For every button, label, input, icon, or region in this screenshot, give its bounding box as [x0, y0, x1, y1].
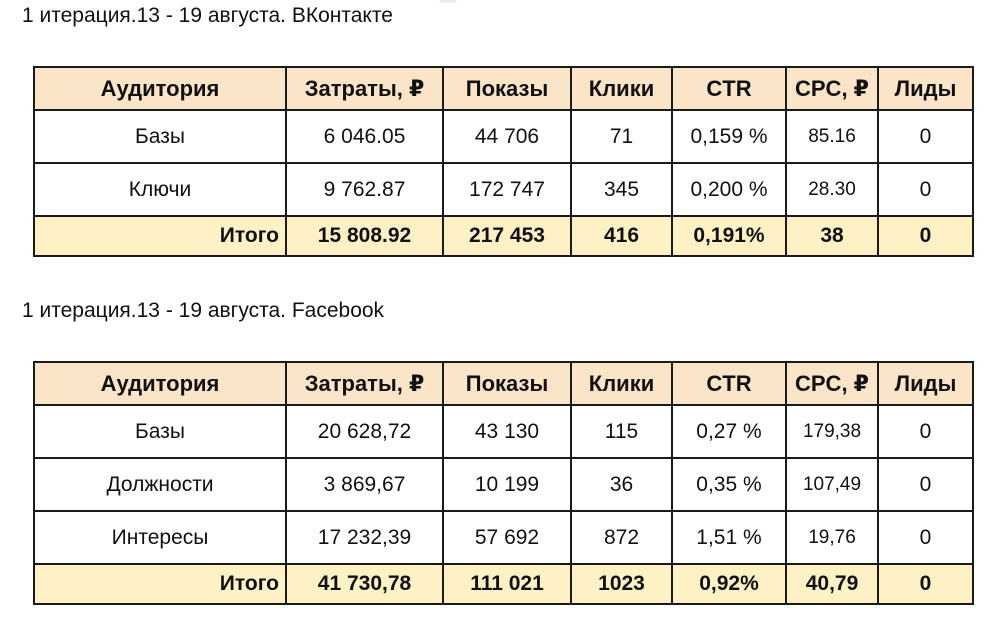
- header-audience: Аудитория: [33, 66, 287, 111]
- header-ctr: CTR: [671, 66, 787, 111]
- cell-clicks: 872: [570, 510, 673, 565]
- cell-audience: Базы: [33, 404, 287, 459]
- cell-cpc: 19,76: [785, 510, 879, 565]
- header-clicks: Клики: [570, 361, 673, 406]
- cell-cpc: 28.30: [785, 162, 879, 217]
- cell-impressions: 43 130: [442, 404, 572, 459]
- cell-leads: 0: [877, 404, 974, 459]
- total-row: Итого 41 730,78 111 021 1023 0,92% 40,79…: [33, 563, 974, 605]
- cell-leads: 0: [877, 109, 974, 164]
- total-clicks: 1023: [570, 563, 673, 605]
- header-impressions: Показы: [442, 66, 572, 111]
- fb-section-title: 1 итерация.13 - 19 августа. Facebook: [22, 299, 385, 322]
- cell-audience: Ключи: [33, 162, 287, 217]
- cell-ctr: 1,51 %: [671, 510, 787, 565]
- total-spend: 15 808.92: [285, 215, 444, 257]
- total-row: Итого 15 808.92 217 453 416 0,191% 38 0: [33, 215, 974, 257]
- vk-section-title: 1 итерация.13 - 19 августа. ВКонтакте: [22, 4, 393, 27]
- vk-report-table: Аудитория Затраты, ₽ Показы Клики CTR CP…: [33, 66, 974, 257]
- table-row: Базы 6 046.05 44 706 71 0,159 % 85.16 0: [33, 109, 974, 164]
- header-spend: Затраты, ₽: [285, 66, 444, 111]
- cell-audience: Интересы: [33, 510, 287, 565]
- cell-spend: 17 232,39: [285, 510, 444, 565]
- cell-cpc: 179,38: [785, 404, 879, 459]
- cell-spend: 20 628,72: [285, 404, 444, 459]
- header-audience: Аудитория: [33, 361, 287, 406]
- header-leads: Лиды: [877, 66, 974, 111]
- total-impressions: 217 453: [442, 215, 572, 257]
- cell-spend: 9 762.87: [285, 162, 444, 217]
- header-impressions: Показы: [442, 361, 572, 406]
- total-cpc: 38: [785, 215, 879, 257]
- cell-audience: Базы: [33, 109, 287, 164]
- header-leads: Лиды: [877, 361, 974, 406]
- cell-cpc: 107,49: [785, 457, 879, 512]
- header-ctr: CTR: [671, 361, 787, 406]
- cell-clicks: 36: [570, 457, 673, 512]
- total-cpc: 40,79: [785, 563, 879, 605]
- cell-clicks: 115: [570, 404, 673, 459]
- cell-clicks: 71: [570, 109, 673, 164]
- total-leads: 0: [877, 563, 974, 605]
- fb-report-table: Аудитория Затраты, ₽ Показы Клики CTR CP…: [33, 361, 974, 605]
- cell-impressions: 57 692: [442, 510, 572, 565]
- table-row: Базы 20 628,72 43 130 115 0,27 % 179,38 …: [33, 404, 974, 459]
- cell-spend: 3 869,67: [285, 457, 444, 512]
- header-cpc: CPC, ₽: [785, 66, 879, 111]
- cell-ctr: 0,200 %: [671, 162, 787, 217]
- cell-impressions: 44 706: [442, 109, 572, 164]
- total-leads: 0: [877, 215, 974, 257]
- table-header-row: Аудитория Затраты, ₽ Показы Клики CTR CP…: [33, 361, 974, 406]
- cell-audience: Должности: [33, 457, 287, 512]
- total-label: Итого: [33, 563, 287, 605]
- cell-leads: 0: [877, 457, 974, 512]
- total-clicks: 416: [570, 215, 673, 257]
- cell-spend: 6 046.05: [285, 109, 444, 164]
- header-spend: Затраты, ₽: [285, 361, 444, 406]
- total-ctr: 0,92%: [671, 563, 787, 605]
- table-row: Ключи 9 762.87 172 747 345 0,200 % 28.30…: [33, 162, 974, 217]
- table-row: Должности 3 869,67 10 199 36 0,35 % 107,…: [33, 457, 974, 512]
- header-clicks: Клики: [570, 66, 673, 111]
- cell-clicks: 345: [570, 162, 673, 217]
- table-row: Интересы 17 232,39 57 692 872 1,51 % 19,…: [33, 510, 974, 565]
- table-header-row: Аудитория Затраты, ₽ Показы Клики CTR CP…: [33, 66, 974, 111]
- cell-leads: 0: [877, 510, 974, 565]
- total-ctr: 0,191%: [671, 215, 787, 257]
- cell-impressions: 172 747: [442, 162, 572, 217]
- header-cpc: CPC, ₽: [785, 361, 879, 406]
- cell-ctr: 0,35 %: [671, 457, 787, 512]
- cell-cpc: 85.16: [785, 109, 879, 164]
- cell-ctr: 0,27 %: [671, 404, 787, 459]
- cell-ctr: 0,159 %: [671, 109, 787, 164]
- selection-marker: [440, 0, 456, 3]
- cell-leads: 0: [877, 162, 974, 217]
- total-label: Итого: [33, 215, 287, 257]
- total-spend: 41 730,78: [285, 563, 444, 605]
- total-impressions: 111 021: [442, 563, 572, 605]
- cell-impressions: 10 199: [442, 457, 572, 512]
